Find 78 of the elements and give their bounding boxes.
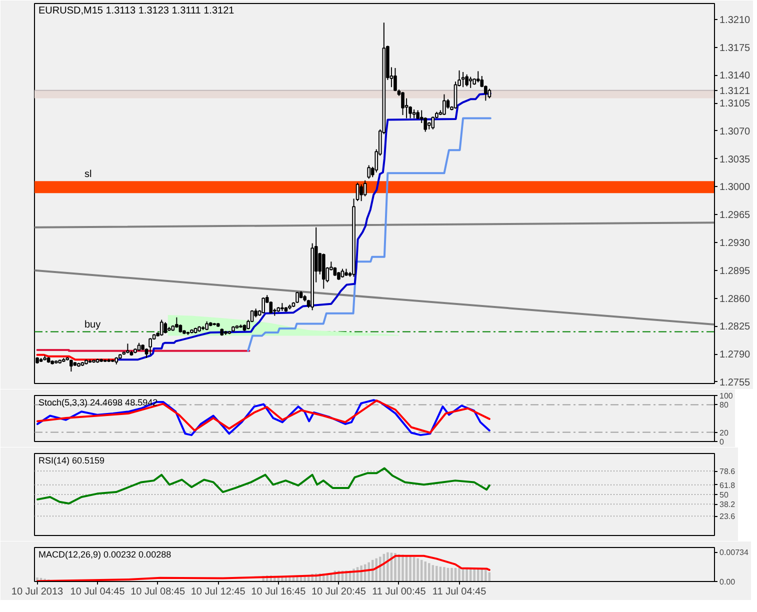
x-tick-label: 10 Jul 2013: [11, 586, 64, 598]
candlestick: [431, 116, 435, 130]
candlestick: [454, 81, 458, 110]
y-tick-label: 1.3035: [720, 154, 751, 166]
y-tick-label: 1.3121: [720, 86, 751, 97]
y-tick-label: 1.2860: [720, 294, 751, 305]
candlestick: [465, 74, 468, 87]
candlestick: [262, 296, 266, 314]
candlestick: [476, 70, 480, 83]
y-tick-label: 50: [720, 490, 729, 500]
y-tick-label: 23.6: [720, 512, 736, 522]
y-tick-label: 80: [720, 400, 729, 410]
y-tick-label: 1.3000: [720, 182, 751, 194]
y-tick-label: 0: [720, 438, 724, 446]
bar: [484, 570, 487, 582]
y-tick-label: 1.3210: [720, 14, 751, 26]
bar: [428, 563, 430, 582]
candlestick: [360, 184, 363, 202]
x-tick-label: 11 Jul 00:45: [372, 586, 426, 598]
candlestick: [160, 319, 164, 336]
candlestick: [461, 72, 465, 88]
band-label: sl: [84, 169, 92, 180]
bar: [296, 576, 298, 582]
candlestick: [70, 359, 73, 372]
y-tick-label: 1.2965: [720, 210, 751, 222]
y-tick-label: 1.3175: [720, 42, 751, 54]
candlestick: [164, 322, 168, 334]
bar: [424, 562, 426, 582]
chart-title: MACD(12,26,9) 0.00232 0.00288: [38, 550, 172, 560]
ref-line-label: buy: [84, 320, 101, 331]
x-tick-label: 11 Jul 04:45: [432, 586, 487, 598]
y-tick-label: 1.2790: [720, 350, 751, 361]
bar: [379, 556, 382, 582]
bar: [450, 568, 453, 582]
bar: [443, 567, 446, 582]
x-tick-label: 10 Jul 12:45: [190, 586, 246, 598]
bar: [466, 568, 468, 582]
y-tick-label: 78.6: [720, 467, 736, 476]
y-tick-label: 1.2930: [720, 238, 751, 249]
candlestick: [401, 91, 404, 116]
bar: [409, 556, 412, 582]
y-tick-label: 1.2825: [720, 322, 751, 333]
candlestick: [442, 94, 446, 116]
bar: [402, 554, 404, 582]
candlestick: [363, 180, 367, 197]
x-tick-label: 10 Jul 20:45: [311, 586, 366, 598]
y-tick-label: 38.2: [720, 500, 736, 510]
y-tick-label: 1.2755: [720, 377, 751, 388]
candlestick: [394, 68, 397, 92]
candlestick: [468, 76, 472, 88]
y-tick-label: 20: [720, 428, 729, 438]
bar: [416, 558, 419, 582]
bar: [476, 568, 480, 582]
bar: [304, 576, 306, 582]
y-tick-label: 0.00: [720, 578, 736, 586]
bar: [386, 552, 389, 582]
x-tick-label: 10 Jul 16:45: [251, 586, 306, 598]
y-tick-label: 1.3070: [720, 126, 751, 138]
line-series: [247, 117, 492, 352]
y-tick-label: 0.00734: [720, 548, 749, 558]
candlestick: [148, 338, 152, 356]
y-tick-label: 100: [720, 392, 734, 400]
bar: [458, 568, 460, 582]
bar: [394, 553, 396, 582]
line-series: [116, 92, 492, 361]
chart-title: EURUSD,M15 1.3113 1.3123 1.3111 1.3121: [38, 6, 235, 16]
bar: [436, 566, 438, 582]
chart-title: Stoch(5,3,3) 24.4698 48.5942: [38, 398, 158, 408]
line-series: [36, 467, 490, 505]
y-tick-label: 1.3140: [720, 70, 751, 82]
y-tick-label: 1.3105: [720, 98, 751, 110]
y-tick-label: 1.2895: [720, 266, 751, 277]
bar: [473, 568, 476, 582]
chart-title: RSI(14) 60.5159: [38, 456, 105, 466]
x-tick-label: 10 Jul 08:45: [130, 586, 186, 598]
candlestick: [367, 164, 371, 180]
x-tick-label: 10 Jul 04:45: [70, 586, 126, 598]
y-tick-label: 61.8: [720, 480, 736, 490]
